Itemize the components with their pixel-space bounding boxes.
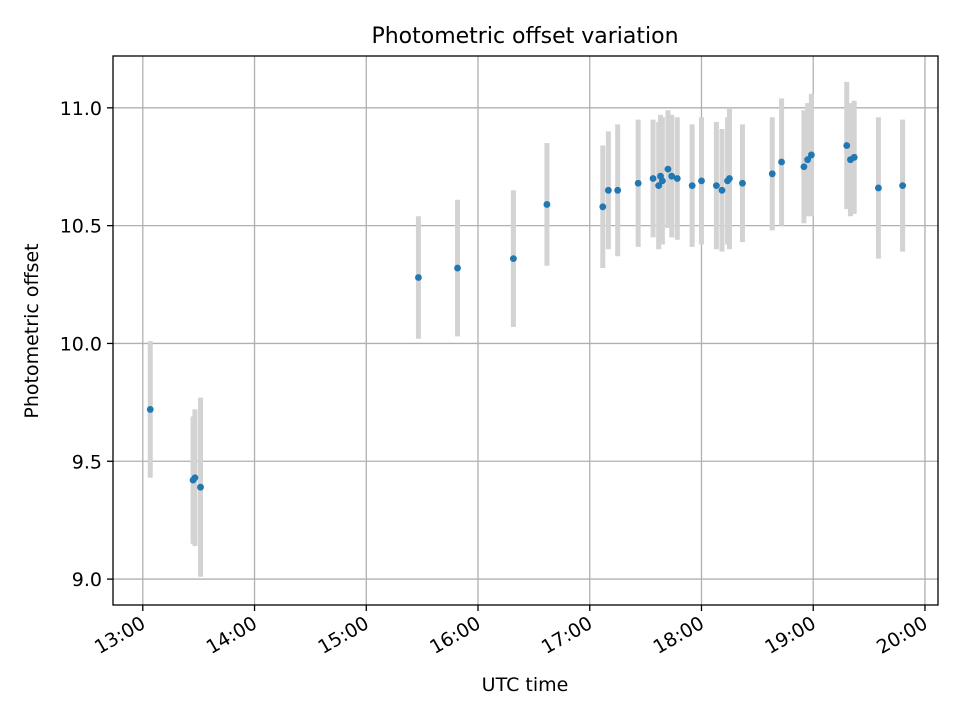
data-point [614, 186, 622, 194]
data-point [634, 179, 642, 187]
data-point [664, 165, 672, 173]
data-point [454, 264, 461, 272]
data-point [543, 201, 551, 208]
data-point [673, 175, 681, 182]
data-point [768, 170, 776, 178]
data-point [800, 163, 808, 171]
y-tick-label: 11.0 [60, 98, 102, 120]
data-point [668, 172, 676, 180]
data-point [718, 186, 726, 194]
data-points [146, 142, 907, 491]
plot-frame [112, 55, 939, 606]
data-point [807, 151, 815, 159]
data-point [649, 175, 657, 182]
data-point [739, 179, 746, 187]
data-point [509, 255, 517, 263]
data-point [599, 203, 607, 211]
data-point [604, 186, 612, 194]
data-point [712, 182, 720, 189]
data-point [843, 142, 851, 149]
data-point [726, 175, 733, 182]
data-point [146, 406, 154, 413]
y-tick-label: 9.0 [72, 569, 102, 591]
y-tick-label: 10.5 [60, 216, 102, 238]
y-tick-label: 9.5 [72, 451, 102, 473]
data-point [698, 177, 705, 185]
data-point [415, 274, 422, 281]
y-axis-label: Photometric offset [21, 243, 43, 418]
data-point [197, 483, 204, 491]
data-point [688, 182, 696, 189]
y-axis-ticks: 9.0 9.5 10.0 10.5 11.0 [60, 98, 113, 591]
x-axis-label: UTC time [482, 674, 569, 696]
data-point [875, 184, 882, 192]
data-point [778, 158, 785, 166]
data-point [655, 182, 663, 189]
y-tick-label: 10.0 [60, 333, 102, 355]
data-point [191, 474, 199, 482]
data-point [804, 156, 812, 164]
grid [113, 56, 938, 605]
chart-title: Photometric offset variation [371, 24, 678, 49]
data-point [658, 177, 666, 185]
data-point [899, 182, 907, 189]
data-point [850, 153, 858, 161]
